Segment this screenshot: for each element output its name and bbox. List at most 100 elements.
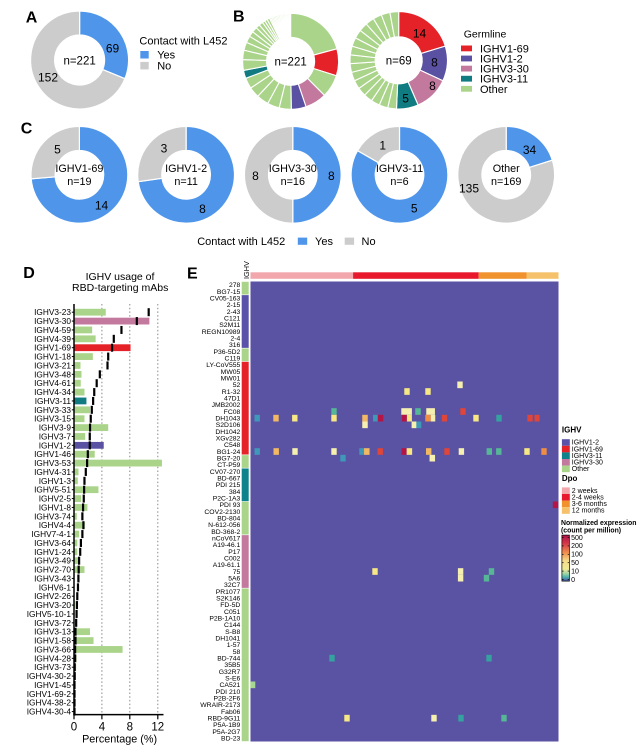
svg-text:IGHV3-73: IGHV3-73 [34, 662, 71, 672]
svg-text:RBD-9G11: RBD-9G11 [208, 716, 241, 723]
svg-text:34: 34 [523, 143, 537, 157]
svg-text:BD-744: BD-744 [217, 656, 240, 663]
svg-text:IGHV1-2: IGHV1-2 [39, 440, 72, 450]
svg-text:50: 50 [571, 560, 579, 567]
svg-text:P2B-2F6: P2B-2F6 [213, 696, 240, 703]
svg-text:IGHV3-53: IGHV3-53 [34, 458, 71, 468]
svg-text:Yes: Yes [157, 50, 175, 62]
svg-text:3: 3 [161, 142, 168, 156]
svg-text:1-57: 1-57 [227, 642, 241, 649]
svg-text:IGHV3-30: IGHV3-30 [34, 316, 71, 326]
svg-text:8: 8 [429, 79, 436, 93]
svg-text:BD-368-2: BD-368-2 [211, 529, 240, 536]
svg-text:Other: Other [493, 163, 520, 175]
svg-text:8: 8 [199, 202, 206, 216]
svg-text:58: 58 [233, 649, 241, 656]
svg-text:XGv282: XGv282 [216, 436, 241, 443]
svg-text:IGHV4-30-4: IGHV4-30-4 [27, 707, 72, 717]
svg-text:IGHV3-7: IGHV3-7 [39, 431, 72, 441]
svg-text:Other: Other [572, 466, 590, 473]
svg-text:C002: C002 [224, 556, 240, 563]
svg-text:n=169: n=169 [491, 176, 521, 188]
svg-text:IGHV3-23: IGHV3-23 [34, 307, 71, 317]
svg-text:135: 135 [459, 182, 479, 196]
svg-text:100: 100 [571, 552, 583, 559]
svg-text:47D1: 47D1 [224, 396, 240, 403]
svg-text:n=6: n=6 [390, 176, 408, 188]
svg-text:C144: C144 [224, 622, 240, 629]
svg-text:IGHV3-13: IGHV3-13 [34, 627, 71, 637]
svg-text:75: 75 [233, 569, 241, 576]
svg-text:IGHV: IGHV [562, 426, 582, 435]
svg-text:R1-32: R1-32 [222, 389, 241, 396]
svg-text:IGHV1-69: IGHV1-69 [572, 446, 603, 453]
svg-text:IGHV3-49: IGHV3-49 [34, 556, 71, 566]
svg-text:IGHV4-34: IGHV4-34 [34, 387, 71, 397]
svg-text:IGHV3-66: IGHV3-66 [34, 645, 71, 655]
svg-text:12: 12 [151, 721, 164, 733]
svg-text:E: E [187, 266, 198, 283]
svg-text:N-612-056: N-612-056 [208, 522, 240, 529]
svg-text:n=69: n=69 [386, 55, 412, 67]
svg-text:PDI 93: PDI 93 [220, 502, 241, 509]
svg-text:10: 10 [571, 568, 579, 575]
svg-text:IGHV1-2: IGHV1-2 [165, 163, 207, 175]
svg-text:IGHV3-30: IGHV3-30 [480, 64, 529, 76]
svg-text:IGHV2-70: IGHV2-70 [34, 565, 71, 575]
svg-text:IGHV1-69: IGHV1-69 [480, 43, 529, 55]
svg-text:n=221: n=221 [63, 56, 95, 68]
svg-text:CA521: CA521 [220, 682, 241, 689]
svg-text:14: 14 [413, 27, 427, 41]
svg-text:IGHV4-59: IGHV4-59 [34, 325, 71, 335]
svg-text:n=16: n=16 [281, 176, 305, 188]
svg-text:Other: Other [480, 84, 508, 96]
svg-text:8: 8 [252, 169, 259, 183]
svg-text:C548: C548 [224, 442, 240, 449]
svg-text:5: 5 [411, 202, 418, 216]
svg-text:IGHV1-46: IGHV1-46 [34, 449, 71, 459]
svg-text:MW01: MW01 [221, 376, 241, 383]
svg-text:DH1042: DH1042 [215, 429, 240, 436]
svg-text:C: C [21, 120, 33, 137]
svg-text:IGHV3-64: IGHV3-64 [34, 538, 71, 548]
svg-text:IGHV3-21: IGHV3-21 [34, 360, 71, 370]
svg-text:8: 8 [127, 721, 133, 733]
svg-text:3-6 months: 3-6 months [572, 501, 608, 508]
svg-text:REGN10989: REGN10989 [202, 329, 241, 336]
svg-text:4: 4 [99, 721, 106, 733]
svg-text:FC08: FC08 [224, 409, 241, 416]
svg-text:0: 0 [571, 577, 575, 584]
svg-text:P2C-1A3: P2C-1A3 [213, 496, 241, 503]
svg-text:n=19: n=19 [67, 176, 91, 188]
svg-text:P2B-1A10: P2B-1A10 [209, 616, 240, 623]
svg-text:A19-46.1: A19-46.1 [213, 542, 241, 549]
svg-text:1: 1 [379, 139, 386, 153]
svg-text:BD-23: BD-23 [221, 736, 240, 743]
svg-text:500: 500 [571, 535, 583, 542]
svg-text:Normalized expression: Normalized expression [561, 520, 636, 527]
svg-text:IGHV1-69: IGHV1-69 [55, 163, 103, 175]
svg-text:D: D [23, 265, 35, 282]
svg-text:P17: P17 [228, 549, 240, 556]
svg-text:IGHV3-9: IGHV3-9 [39, 423, 72, 433]
svg-text:IGHV3-74: IGHV3-74 [34, 511, 71, 521]
svg-text:BG7-20: BG7-20 [217, 456, 241, 463]
svg-text:316: 316 [229, 342, 241, 349]
svg-text:IGHV1-2: IGHV1-2 [572, 440, 599, 447]
svg-text:P36-5D2: P36-5D2 [213, 349, 240, 356]
svg-text:BD-667: BD-667 [217, 476, 240, 483]
svg-text:B: B [233, 8, 245, 25]
svg-text:0: 0 [71, 721, 77, 733]
svg-text:No: No [362, 236, 376, 248]
svg-text:5: 5 [402, 92, 409, 106]
svg-text:8: 8 [328, 169, 335, 183]
svg-text:2-15: 2-15 [227, 302, 241, 309]
svg-text:A19-61.1: A19-61.1 [213, 562, 241, 569]
svg-text:IGHV1-69: IGHV1-69 [34, 343, 71, 353]
svg-text:278: 278 [229, 282, 241, 289]
svg-text:IGHV4-30-2: IGHV4-30-2 [27, 671, 72, 681]
svg-text:5A6: 5A6 [228, 576, 240, 583]
svg-text:JMB2002: JMB2002 [212, 402, 241, 409]
svg-text:CV07-270: CV07-270 [210, 469, 241, 476]
svg-text:2-4 weeks: 2-4 weeks [572, 495, 604, 502]
